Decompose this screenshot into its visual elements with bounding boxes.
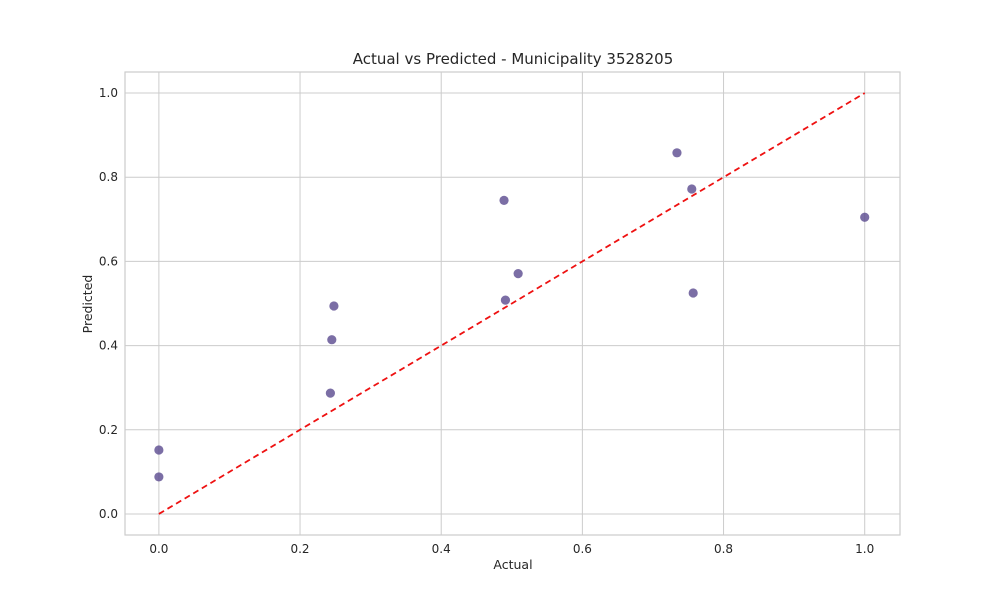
data-point (687, 184, 697, 194)
data-point (500, 295, 511, 305)
y-axis-label: Predicted (80, 275, 95, 334)
y-tick-label: 0.8 (99, 170, 118, 184)
x-tick-label: 0.4 (432, 542, 451, 556)
x-tick-label: 0.6 (573, 542, 592, 556)
data-point (688, 288, 698, 298)
data-point (325, 388, 335, 398)
reference-line (158, 92, 866, 515)
data-points (154, 148, 870, 482)
y-tick-label: 0.2 (99, 423, 118, 437)
y-tick-label: 1.0 (99, 86, 118, 100)
y-tick-label: 0.6 (99, 254, 118, 268)
tick-labels: 0.0 0.2 0.4 0.6 0.8 1.0 0.0 0.2 0.4 0.6 0.8 1.0 (99, 86, 874, 556)
y-tick-label: 0.0 (99, 507, 118, 521)
y-tick-label: 0.4 (99, 339, 118, 353)
x-tick-label: 0.8 (714, 542, 733, 556)
data-point (154, 472, 164, 482)
data-point (672, 148, 682, 158)
chart-title: Actual vs Predicted - Municipality 35282… (353, 50, 674, 68)
data-point (327, 335, 337, 345)
data-point (499, 195, 509, 205)
data-point (154, 445, 164, 455)
plot-frame (124, 71, 901, 536)
data-point (329, 301, 339, 311)
data-point (860, 212, 870, 222)
x-axis-label: Actual (493, 557, 532, 572)
x-tick-label: 1.0 (855, 542, 874, 556)
data-point (513, 269, 523, 279)
x-tick-label: 0.0 (149, 542, 168, 556)
grid (125, 72, 900, 535)
x-tick-label: 0.2 (290, 542, 309, 556)
